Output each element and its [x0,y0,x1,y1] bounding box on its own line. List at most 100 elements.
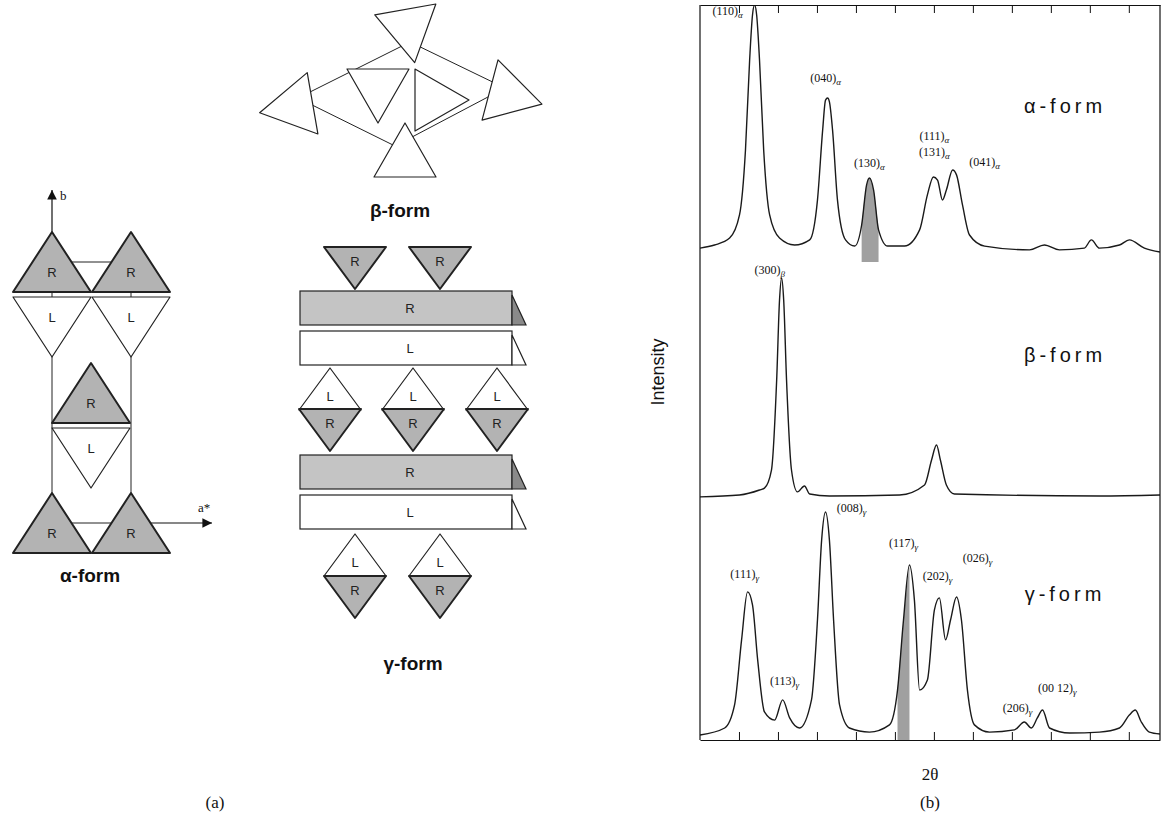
panel-b: α-form(110)α(040)α(130)α(111)α(131)α(041… [648,4,1161,812]
peak-phase: γ [949,575,953,585]
peak-phase: α [945,135,950,145]
tick-mark [895,5,896,13]
peak-index: (111) [730,567,755,581]
tick-mark [1051,732,1052,740]
tick-mark [817,732,818,740]
chain-hand-label: R [408,416,417,431]
x-axis [701,5,1161,13]
plot-area [700,278,1160,497]
chain-triangle [324,576,386,618]
panel-a: RRLLRLRRba*α-formβ-formRRRLLLLRRRRLLLRRγ… [13,4,542,812]
chain-hand-label: R [47,265,56,280]
peak-index: (110) [712,4,738,18]
chain-triangle [299,368,361,410]
peak-index: (131) [919,145,945,159]
chain-triangle [375,4,445,68]
alpha-form-diagram: RRLLRLRRba*α-form [13,188,212,586]
plot-area [700,5,1160,262]
peak-phase: α [995,161,1000,171]
tick-mark [1129,732,1130,740]
sheet-prism [300,495,512,529]
chain-hand-label: R [350,583,359,598]
sheet-prism [300,331,512,365]
sheet-hand-label: L [406,505,413,520]
peak-phase: γ [989,557,993,567]
x-tick [1090,5,1091,13]
peak-label: (110)α [712,4,743,20]
chain-hand-label: L [409,389,416,404]
y-axis-title: Intensity [648,338,668,405]
chain-triangle [92,493,170,553]
beta-form-diagram: β-form [260,4,542,221]
peak-phase: γ [1073,687,1077,697]
chain-hand-label: R [126,265,135,280]
peak-label: (300)β [754,263,785,279]
x-tick [934,5,935,13]
peak-label: (117)γ [889,536,919,552]
diffraction-curve [700,278,1160,497]
x-axis [701,732,1161,741]
peak-phase: α [945,151,950,161]
diagram-title: α-form [60,565,120,586]
peak-index: (00 12) [1038,681,1073,695]
tick-mark [817,5,818,13]
chain-hand-label: L [127,310,134,325]
peak-label: (111)α [919,129,949,145]
tick-mark [1051,5,1052,13]
peak-label: (206)γ [1003,701,1033,717]
x-tick [934,732,935,740]
chain-hand-label: R [47,526,56,541]
peak-phase: α [738,10,743,20]
peak-label: (00 12)γ [1038,681,1077,697]
x-tick [817,5,818,13]
x-tick [1012,5,1013,13]
peak-index: (113) [770,674,796,688]
tick-mark [895,732,896,740]
peak-label: (113)γ [770,674,800,690]
peak-index: (026) [963,551,989,565]
tick-mark [778,732,779,740]
shaded-peak-area [898,565,910,740]
chain-hand-label: L [326,389,333,404]
chain-triangle [466,409,528,451]
x-tick [1090,732,1091,740]
frame-side [699,5,700,262]
tick-mark [1090,5,1091,13]
peak-label: (040)α [810,71,841,87]
panel-label: (b) [920,793,940,812]
x-tick [1051,732,1052,740]
chain-triangle [409,534,471,576]
chain-triangle [382,409,444,451]
peak-index: (202) [923,569,949,583]
peak-phase: α [836,77,841,87]
tick-mark [973,732,974,740]
sheet-prism [300,455,512,489]
chain-hand-label: R [435,254,444,269]
xrd-chart: α-form(110)α(040)α(130)α(111)α(131)α(041… [700,4,1161,262]
chain-triangle [92,297,170,357]
xrd-chart: β-form(300)β [700,262,1160,500]
peak-index: (130) [854,156,880,170]
chain-hand-label: R [350,254,359,269]
peak-index: (300) [754,263,780,277]
x-tick [973,732,974,740]
diagram-title: γ-form [383,653,442,674]
gamma-form-diagram: RRRLLLLRRRRLLLRRγ-form [299,247,528,674]
peak-index: (041) [969,155,995,169]
chain-triangle [52,428,130,488]
peak-index: (040) [810,71,836,85]
chain-triangle [324,247,386,289]
x-tick [1129,5,1130,13]
peak-phase: γ [914,542,918,552]
chain-triangle [466,368,528,410]
chain-triangle [260,62,337,134]
x-tick [856,5,857,13]
peak-label: (131)α [919,145,950,161]
frame-side [1159,500,1160,740]
peak-label: (202)γ [923,569,953,585]
peak-phase: γ [1029,707,1033,717]
frame-side [699,262,700,500]
x-tick [1051,5,1052,13]
chain-triangle [13,297,91,357]
x-tick [817,732,818,740]
